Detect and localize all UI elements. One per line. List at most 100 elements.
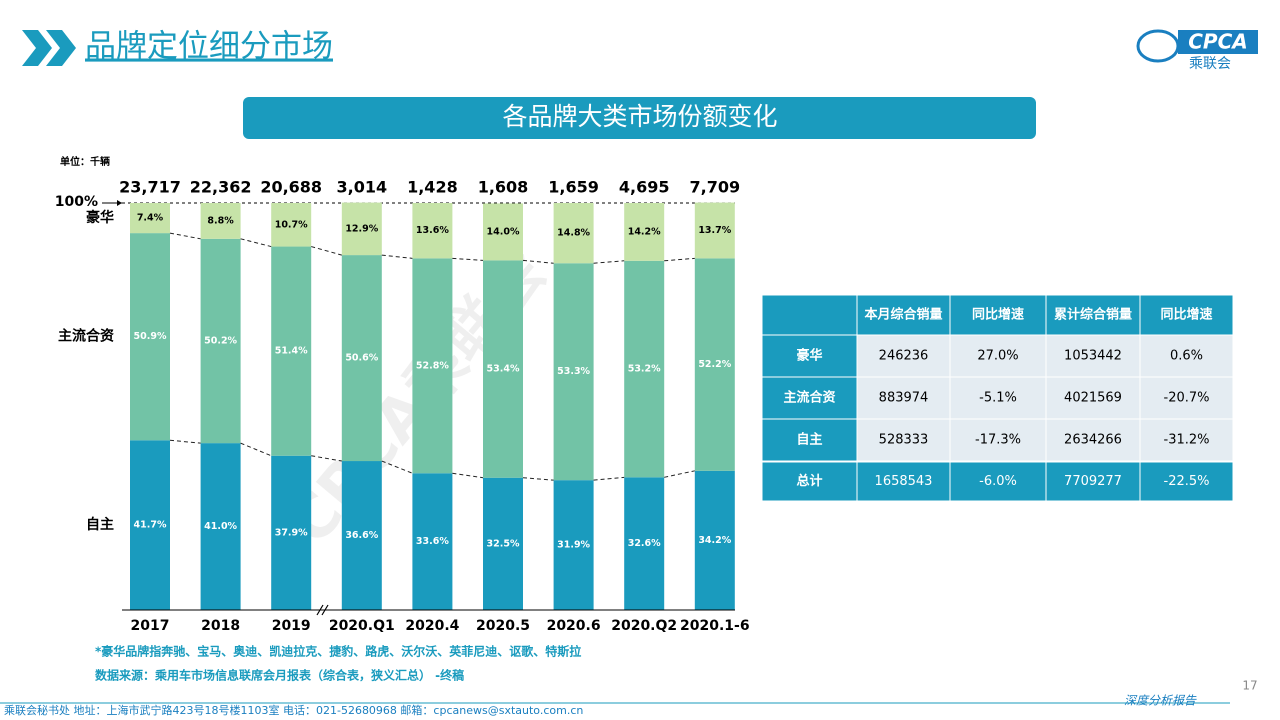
table-cell-text: -6.0% — [979, 474, 1017, 489]
total-label: 1,659 — [548, 178, 599, 197]
bar-segment — [341, 255, 382, 462]
value-label: 36.6% — [345, 530, 378, 541]
x-tick-label: 2020.4 — [405, 618, 459, 634]
trend-connector — [169, 439, 201, 444]
trend-connector — [593, 476, 625, 481]
footer-report: 深度分析报告 — [1124, 694, 1197, 708]
bar-segment — [483, 477, 523, 610]
page-title: 品牌定位细分市场 — [85, 29, 333, 65]
table-cell-text: 1053442 — [1064, 349, 1122, 364]
page-number: 17 — [1242, 679, 1257, 693]
trend-connector — [452, 472, 484, 479]
value-label: 14.2% — [628, 226, 661, 237]
value-label: 37.9% — [275, 527, 308, 538]
chart-title: 各品牌大类市场份额变化 — [502, 102, 777, 131]
trend-connector — [169, 232, 201, 240]
value-label: 13.6% — [416, 225, 449, 236]
bar-segment — [271, 203, 312, 247]
value-label: 53.2% — [628, 364, 661, 375]
bar-segment — [341, 461, 382, 610]
table-cell-text: 2634266 — [1064, 433, 1122, 448]
value-label: 50.2% — [204, 335, 237, 346]
table-cell-text: -17.3% — [975, 433, 1021, 448]
value-label: 52.8% — [416, 360, 449, 371]
value-label: 41.0% — [204, 521, 237, 532]
value-label: 8.8% — [207, 215, 234, 226]
table-header-text: 同比增速 — [1160, 307, 1212, 323]
table-header-cell — [1139, 294, 1234, 336]
bar-segment — [200, 238, 241, 444]
bar-segment — [200, 203, 241, 239]
unit-label: 单位：千辆 — [60, 155, 110, 168]
table-cell-text: -22.5% — [1164, 474, 1210, 489]
total-label: 22,362 — [190, 178, 252, 197]
table-cell — [856, 461, 951, 502]
trend-connector — [381, 254, 413, 259]
trend-connector — [593, 260, 625, 264]
bar-segment — [130, 233, 170, 441]
bar-segment — [200, 443, 241, 610]
table-cell — [856, 334, 951, 378]
value-label: 13.7% — [698, 225, 731, 236]
value-label: 51.4% — [275, 346, 308, 357]
bar-segment — [694, 202, 735, 259]
value-label: 32.5% — [487, 538, 520, 549]
value-label: 14.0% — [487, 226, 520, 237]
table-cell-text: 27.0% — [977, 349, 1018, 364]
table-cell-text: -20.7% — [1164, 391, 1210, 406]
table-cell-text: 0.6% — [1170, 349, 1203, 364]
bar-segment — [483, 260, 523, 478]
bar-segment — [271, 455, 312, 610]
trend-connector — [522, 477, 554, 481]
table-cell-text: -31.2% — [1164, 433, 1210, 448]
logo-text: CPCA — [1188, 30, 1248, 54]
table-cell — [1045, 376, 1141, 420]
table-header-text: 本月综合销量 — [864, 307, 942, 323]
total-label: 3,014 — [336, 178, 387, 197]
value-label: 12.9% — [345, 223, 378, 234]
legend-label: 主流合资 — [58, 328, 114, 345]
bar-segment — [271, 246, 312, 456]
total-label: 20,688 — [260, 178, 322, 197]
footer-address: 乘联会秘书处 地址：上海市武宁路423号18号楼1103室 电话：021-526… — [4, 703, 583, 717]
bar-segment — [553, 203, 594, 264]
table-header-cell — [1045, 294, 1141, 336]
table-cell — [856, 418, 951, 462]
table-cell-text: 总计 — [796, 473, 822, 489]
x-tick-label: 2020.5 — [476, 618, 530, 634]
x-tick-label: 2020.1-6 — [680, 618, 750, 634]
value-label: 41.7% — [134, 520, 167, 531]
table-cell-text: 246236 — [879, 349, 929, 364]
table-cell-text: -5.1% — [979, 391, 1017, 406]
x-tick-label: 2020.Q1 — [329, 618, 395, 634]
bar-segment — [412, 203, 453, 259]
table-cell — [949, 334, 1047, 378]
value-label: 53.3% — [557, 366, 590, 377]
trend-connector — [311, 455, 342, 462]
value-label: 7.4% — [137, 213, 164, 224]
trend-connector — [240, 238, 272, 248]
trend-connector — [240, 442, 272, 457]
value-label: 50.6% — [345, 353, 378, 364]
trend-connector — [664, 470, 695, 478]
trend-connector — [664, 257, 695, 262]
table-cell — [1045, 461, 1141, 502]
trend-connector — [522, 259, 554, 264]
bar-segment — [483, 203, 523, 261]
bar-segment — [412, 473, 453, 610]
table-header-cell — [761, 294, 858, 336]
table-cell — [949, 418, 1047, 462]
table-cell — [761, 461, 858, 502]
table-cell-text: 自主 — [796, 432, 822, 448]
table-cell-text: 528333 — [879, 433, 929, 448]
value-label: 33.6% — [416, 536, 449, 547]
bar-segment — [553, 480, 594, 610]
table-cell — [949, 461, 1047, 502]
bar-segment — [130, 203, 170, 234]
table-header-text: 累计综合销量 — [1054, 307, 1132, 323]
total-label: 1,608 — [478, 178, 529, 197]
note: 数据来源：乘用车市场信息联席会月报表（综合表，狭义汇总） -终稿 — [95, 668, 464, 683]
bar-segment — [624, 477, 665, 610]
note: *豪华品牌指奔驰、宝马、奥迪、凯迪拉克、捷豹、路虎、沃尔沃、英菲尼迪、讴歌、特斯… — [95, 644, 581, 659]
total-label: 23,717 — [119, 178, 181, 197]
